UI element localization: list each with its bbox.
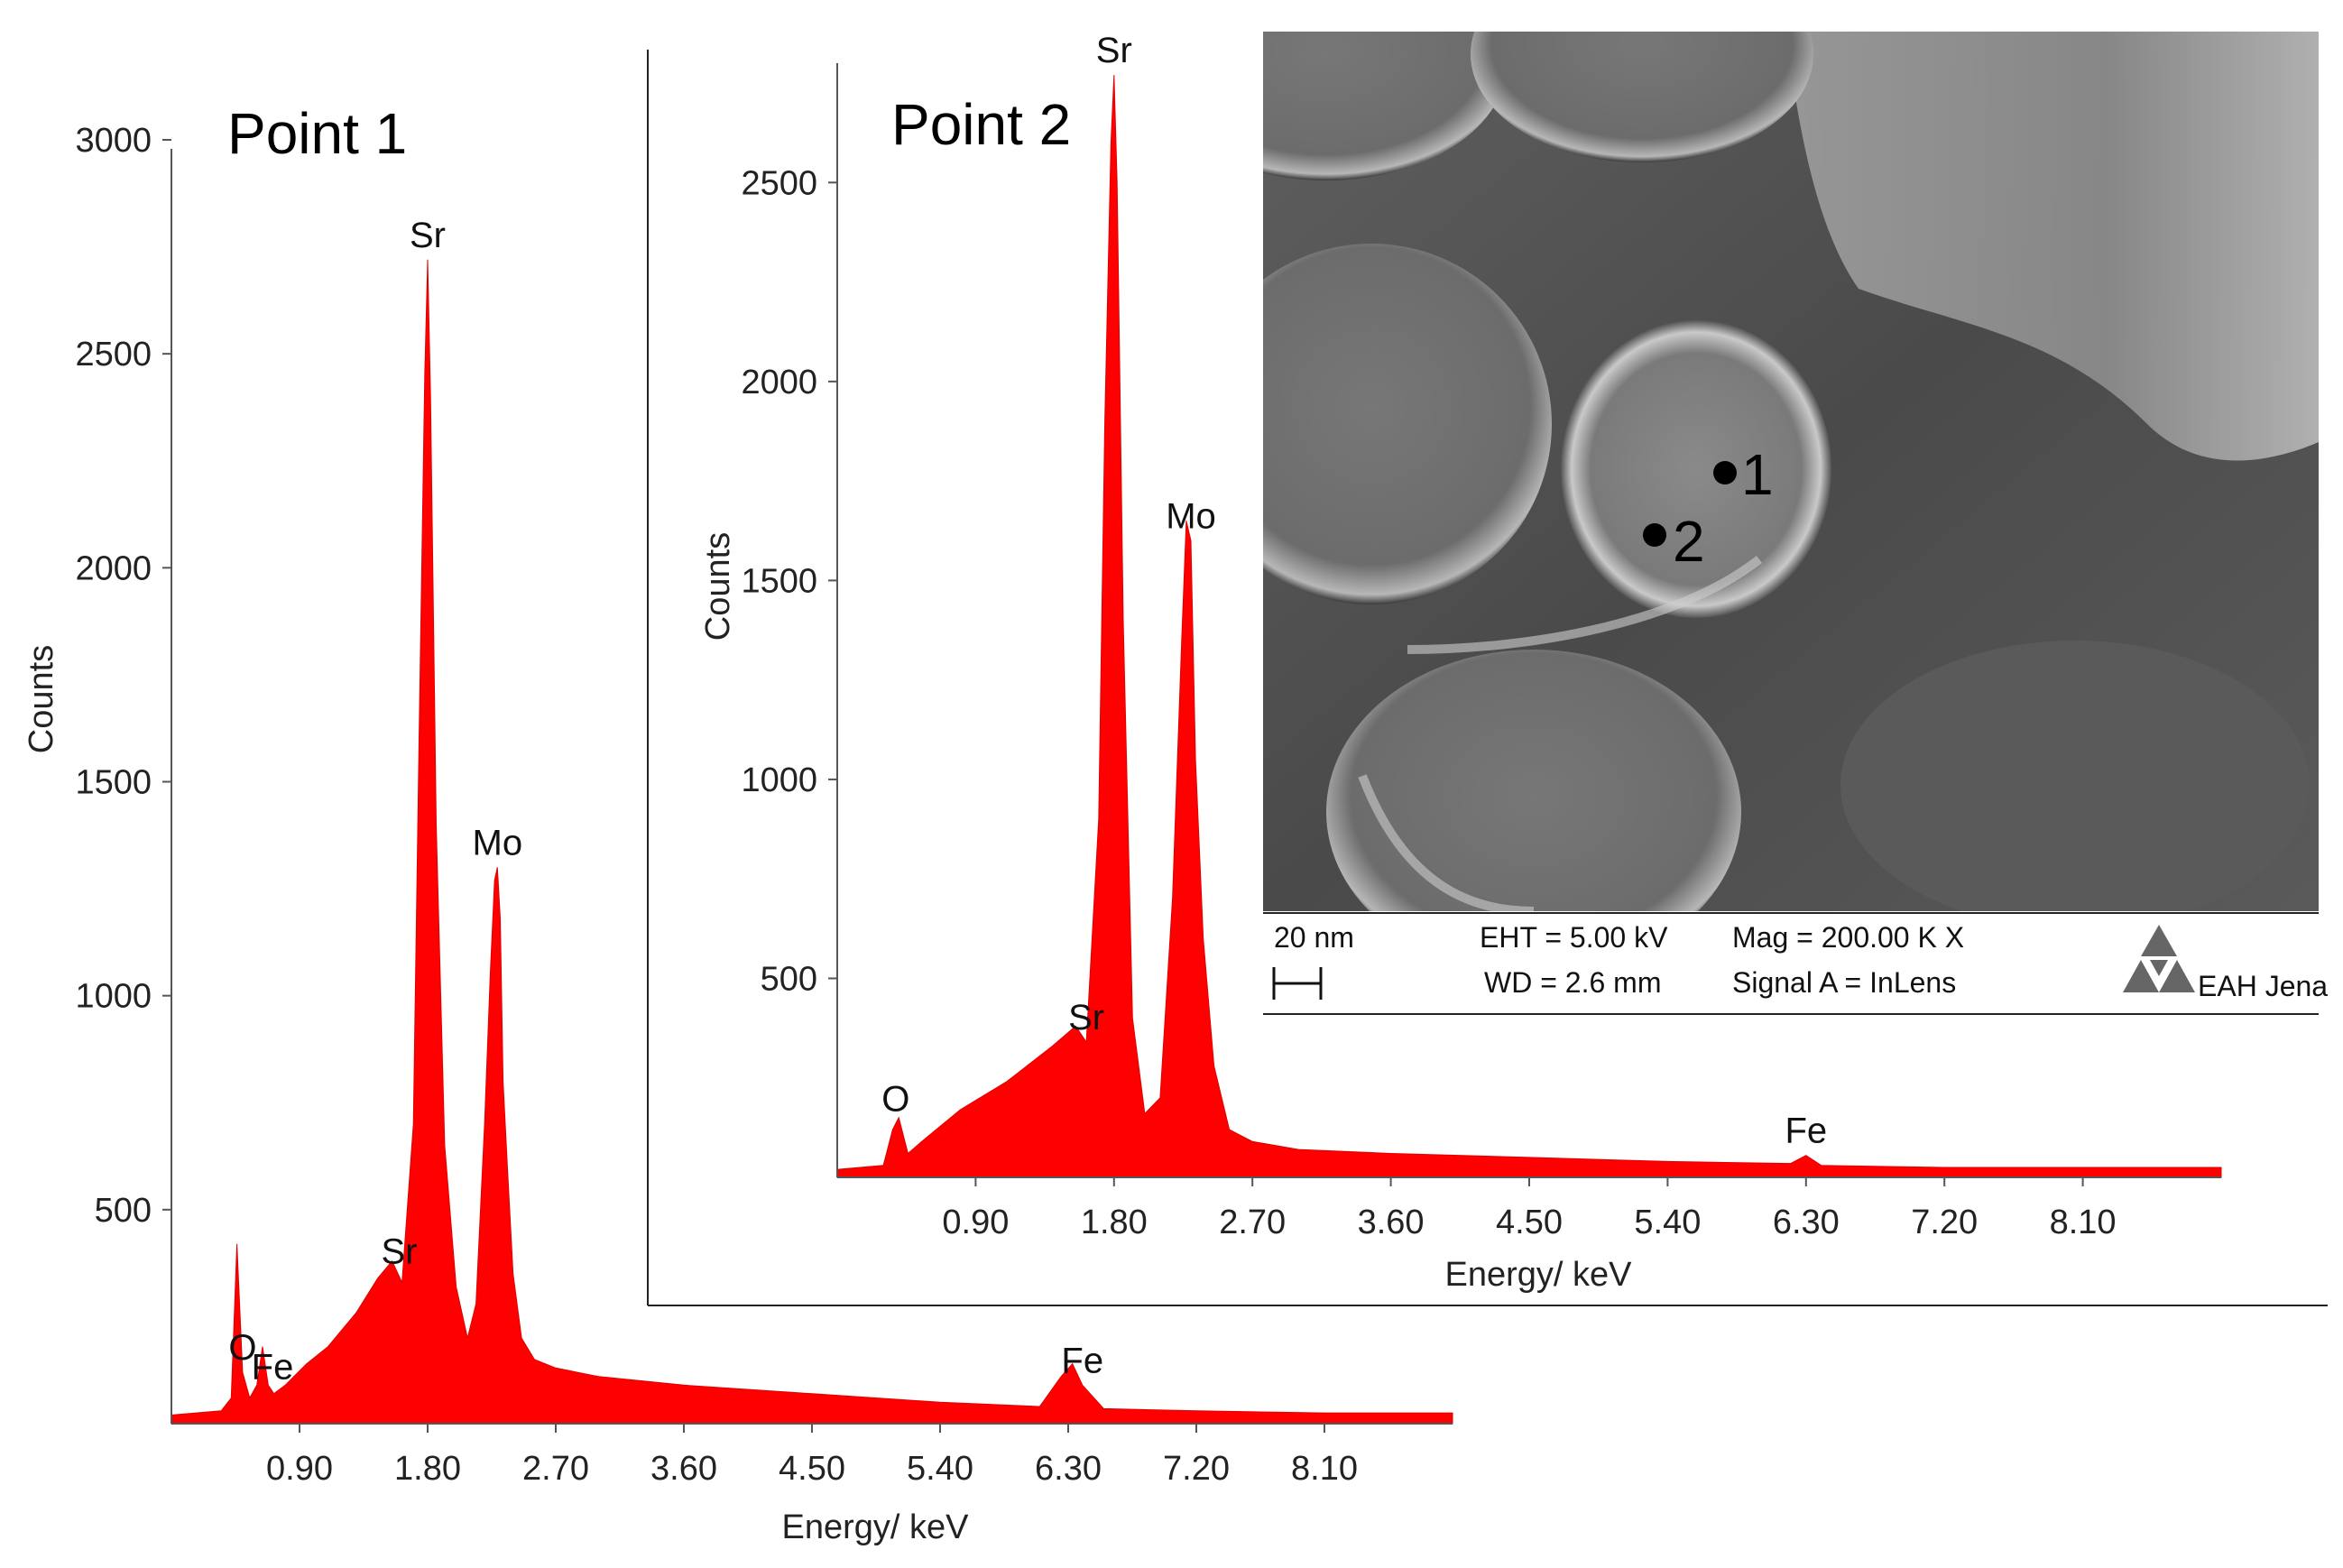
point1-x-tick-label: 0.90 [266, 1450, 333, 1488]
point2-chart: Point 2 Counts Energy/ keV 0.90 1.80 2.70 3… [699, 31, 2222, 1294]
point2-peak-label-o: O [881, 1079, 909, 1119]
point2-ticks: 0.90 1.80 2.70 3.60 4.50 5.40 6.30 7.20 8.10 500 1… [741, 164, 2116, 1241]
point1-y-tick-label: 2500 [75, 336, 152, 374]
point2-x-tick-label: 2.70 [1219, 1204, 1286, 1241]
point2-ylabel: Counts [699, 532, 737, 641]
point1-peak-label-o: O [228, 1328, 256, 1368]
point2-spectrum-area [836, 75, 2222, 1178]
point1-y-tick-label: 2000 [75, 549, 152, 587]
point1-chart: Point 1 Counts Energy/ keV 0.90 1.80 2.70 3… [23, 101, 1453, 1546]
point1-x-tick-label: 8.10 [1291, 1450, 1358, 1488]
point1-ylabel: Counts [23, 645, 60, 753]
point1-spectrum-area [171, 259, 1453, 1425]
point2-x-tick-label: 6.30 [1773, 1204, 1840, 1241]
point1-ticks: 0.90 1.80 2.70 3.60 4.50 5.40 6.30 7.20 8.10 500 1… [75, 122, 1358, 1488]
sem-eht: EHT = 5.00 kV [1480, 921, 1668, 954]
point1-peak-label-mo: Mo [473, 823, 523, 862]
point1-x-tick-label: 1.80 [394, 1450, 461, 1488]
point2-xlabel: Energy/ keV [1445, 1256, 1633, 1294]
point2-frame [647, 50, 2328, 1306]
point2-peak-label-mo: Mo [1166, 496, 1216, 536]
sem-scale-label: 20 nm [1274, 921, 1354, 954]
sem-marker-2: 2 [1643, 509, 1705, 574]
point1-y-tick-label: 1000 [75, 978, 152, 1016]
point1-x-tick-label: 7.20 [1163, 1450, 1230, 1488]
eah-logo-icon [2123, 925, 2195, 992]
point2-y-tick-label: 1000 [741, 761, 817, 799]
sem-marker-1-label: 1 [1741, 442, 1774, 507]
point2-x-tick-label: 4.50 [1496, 1204, 1563, 1241]
point2-x-tick-label: 0.90 [942, 1204, 1009, 1241]
point2-peak-label-sr: Sr [1096, 31, 1132, 70]
point1-y-tick-label: 3000 [75, 122, 152, 160]
point2-y-tick-label: 2000 [741, 364, 817, 401]
point2-y-tick-label: 500 [761, 960, 817, 998]
sem-marker-1: 1 [1713, 442, 1774, 507]
point1-x-tick-label: 2.70 [522, 1450, 589, 1488]
sem-signal: Signal A = InLens [1732, 966, 1956, 999]
point2-y-tick-label: 2500 [741, 164, 817, 202]
scale-bar-icon [1272, 967, 1323, 1000]
sem-marker-2-label: 2 [1673, 509, 1705, 574]
point1-y-tick-label: 500 [95, 1192, 152, 1230]
sem-mag: Mag = 200.00 K X [1732, 921, 1964, 954]
point2-x-tick-label: 3.60 [1358, 1204, 1425, 1241]
point1-xlabel: Energy/ keV [782, 1508, 970, 1546]
point2-x-tick-label: 7.20 [1911, 1204, 1978, 1241]
point2-x-tick-label: 8.10 [2050, 1204, 2117, 1241]
point1-peak-label-sr: Sr [410, 216, 446, 255]
sem-image: 1 2 [1263, 32, 2319, 911]
eah-logo-text: EAH Jena [2198, 970, 2328, 1002]
point2-peak-label-sr: Sr [1068, 998, 1104, 1038]
point2-x-tick-label: 1.80 [1081, 1204, 1148, 1241]
sem-info-bar: 20 nm EHT = 5.00 kV WD = 2.6 mm Mag = 20… [1263, 911, 2328, 1016]
point1-x-tick-label: 4.50 [779, 1450, 845, 1488]
point1-x-tick-label: 6.30 [1035, 1450, 1102, 1488]
point2-peak-labels: O Sr Sr Mo Fe [881, 31, 1827, 1151]
sem-wd: WD = 2.6 mm [1484, 966, 1661, 999]
point1-peak-label-fe: Fe [252, 1347, 294, 1387]
point1-y-tick-label: 1500 [75, 764, 152, 802]
point2-title: Point 2 [891, 92, 1071, 157]
point2-y-tick-label: 1500 [741, 562, 817, 600]
point1-x-tick-label: 5.40 [907, 1450, 973, 1488]
point2-x-tick-label: 5.40 [1634, 1204, 1701, 1241]
point1-peak-label-sr: Sr [381, 1232, 417, 1272]
point1-x-tick-label: 3.60 [650, 1450, 717, 1488]
point2-peak-label-fe: Fe [1785, 1111, 1827, 1151]
point1-title: Point 1 [227, 101, 407, 166]
point1-peak-label-fe: Fe [1061, 1341, 1103, 1380]
